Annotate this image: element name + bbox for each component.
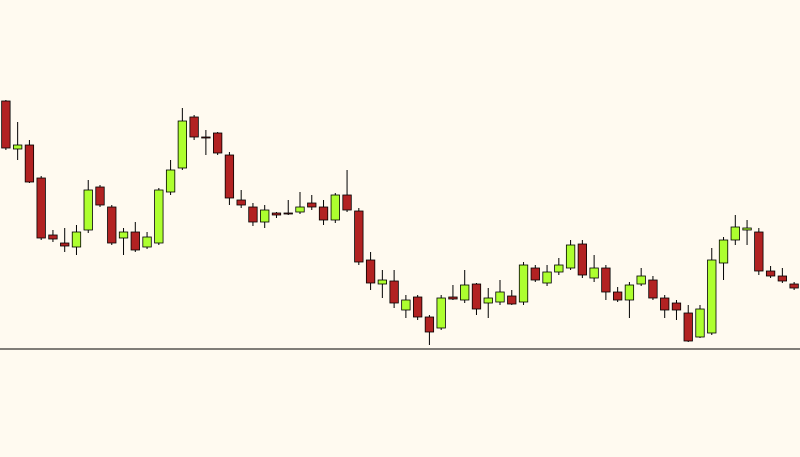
candle-body: [342, 194, 352, 211]
candle-body: [754, 231, 764, 272]
candle-body: [318, 206, 329, 221]
candle-body: [48, 234, 58, 240]
candle-body: [789, 283, 799, 289]
candle-body: [460, 284, 470, 301]
candle-body: [613, 291, 623, 301]
candle-body: [177, 120, 187, 169]
candle-body: [142, 236, 152, 248]
candle-body: [589, 267, 599, 279]
candle-body: [189, 116, 199, 138]
candle-body: [107, 206, 117, 244]
candle-body: [377, 279, 387, 285]
candle-body: [201, 136, 211, 139]
candle-body: [118, 231, 129, 239]
candle-body: [271, 212, 282, 216]
candle-body: [436, 297, 446, 329]
candle-body: [554, 264, 564, 273]
candle-body: [448, 296, 458, 300]
candle-body: [683, 312, 693, 342]
candle-body: [495, 291, 505, 303]
candle-body: [165, 169, 176, 193]
candle-body: [624, 284, 635, 301]
candle-body: [671, 302, 682, 311]
candle-body: [36, 177, 46, 239]
candle-body: [260, 209, 270, 223]
candle-body: [413, 296, 423, 318]
candle-body: [777, 275, 787, 282]
candle-body: [13, 144, 23, 150]
candle-body: [330, 194, 340, 221]
candle-body: [154, 189, 164, 244]
candle-body: [695, 308, 705, 338]
candle-body: [648, 279, 658, 299]
candle-body: [742, 227, 752, 231]
candle-body: [707, 259, 717, 334]
candle-body: [483, 297, 493, 304]
candle-body: [718, 239, 729, 264]
candle-body: [530, 267, 540, 281]
candle-body: [365, 259, 376, 284]
candle-body: [95, 186, 105, 206]
candle-body: [424, 316, 435, 333]
candle-body: [565, 244, 576, 269]
candle-body: [765, 270, 776, 277]
candle-body: [471, 283, 482, 310]
candle-body: [542, 271, 552, 284]
candle-body: [224, 154, 235, 199]
candle-body: [283, 212, 293, 215]
candle-body: [24, 144, 35, 183]
candle-body: [601, 267, 611, 293]
candle-body: [730, 226, 740, 241]
candle-body: [660, 297, 670, 311]
candle-body: [71, 231, 82, 248]
candle-body: [295, 206, 305, 213]
candle-body: [518, 264, 529, 303]
candle-body: [636, 275, 646, 285]
candle-body: [60, 242, 70, 247]
candle-body: [307, 202, 317, 208]
candle-body: [248, 206, 258, 223]
candle-body: [83, 189, 93, 231]
candle-body: [1, 100, 11, 149]
candle-body: [130, 231, 140, 251]
candle-body: [389, 280, 399, 304]
candle-body: [507, 295, 517, 305]
candle-body: [401, 299, 411, 311]
candle-body: [236, 199, 246, 206]
candle-body: [354, 210, 364, 263]
candle-body: [577, 243, 587, 276]
candle-body: [213, 132, 223, 154]
